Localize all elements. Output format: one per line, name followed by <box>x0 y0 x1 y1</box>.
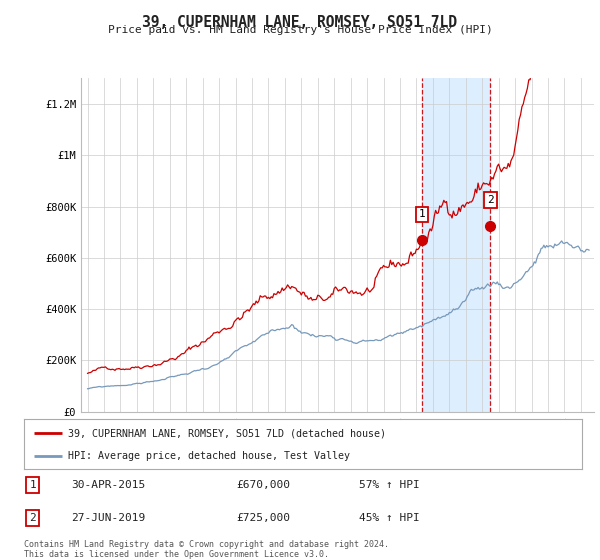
Text: 39, CUPERNHAM LANE, ROMSEY, SO51 7LD (detached house): 39, CUPERNHAM LANE, ROMSEY, SO51 7LD (de… <box>68 428 386 438</box>
Text: 30-APR-2015: 30-APR-2015 <box>71 480 146 490</box>
Text: HPI: Average price, detached house, Test Valley: HPI: Average price, detached house, Test… <box>68 451 350 461</box>
Text: 39, CUPERNHAM LANE, ROMSEY, SO51 7LD: 39, CUPERNHAM LANE, ROMSEY, SO51 7LD <box>143 15 458 30</box>
Text: £725,000: £725,000 <box>236 513 290 523</box>
Text: 45% ↑ HPI: 45% ↑ HPI <box>359 513 419 523</box>
Text: 57% ↑ HPI: 57% ↑ HPI <box>359 480 419 490</box>
Text: 2: 2 <box>487 195 494 206</box>
Text: £670,000: £670,000 <box>236 480 290 490</box>
Bar <box>422 78 490 412</box>
Text: 27-JUN-2019: 27-JUN-2019 <box>71 513 146 523</box>
Text: 1: 1 <box>418 209 425 220</box>
Text: 1: 1 <box>29 480 37 490</box>
Text: Contains HM Land Registry data © Crown copyright and database right 2024.
This d: Contains HM Land Registry data © Crown c… <box>24 540 389 559</box>
Text: Price paid vs. HM Land Registry's House Price Index (HPI): Price paid vs. HM Land Registry's House … <box>107 25 493 35</box>
Text: 2: 2 <box>29 513 37 523</box>
